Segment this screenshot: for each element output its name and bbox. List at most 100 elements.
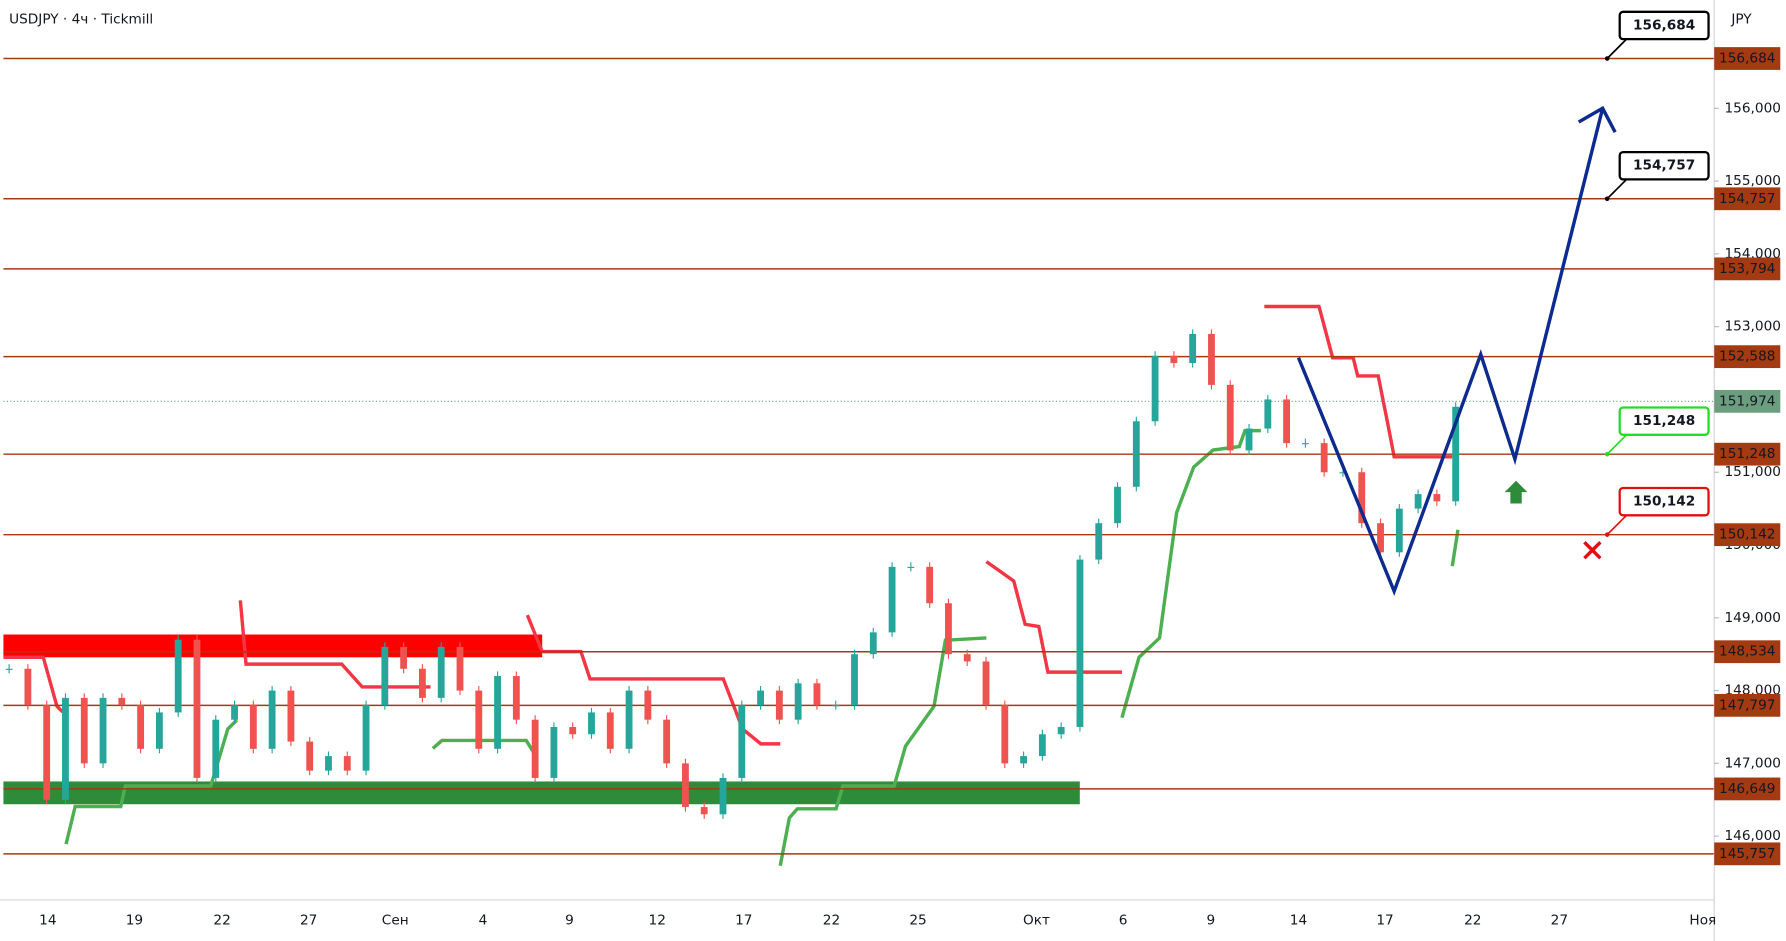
stop-mark bbox=[1583, 541, 1602, 560]
x-tick-label: Окт bbox=[1023, 912, 1050, 928]
x-tick-label: 6 bbox=[1119, 912, 1128, 928]
callout-box bbox=[1618, 10, 1710, 41]
candle-body bbox=[24, 668, 32, 706]
callout-pointer bbox=[1606, 178, 1628, 200]
callout-dot bbox=[1604, 56, 1610, 61]
candle-body bbox=[963, 654, 971, 662]
callout-dot bbox=[1604, 532, 1610, 537]
candle-body bbox=[700, 807, 708, 815]
title: USDJPY · 4ч · Tickmill bbox=[9, 11, 153, 27]
candle-body bbox=[381, 646, 389, 706]
callout-box bbox=[1618, 406, 1710, 436]
callout-label: 150,142 bbox=[1633, 494, 1695, 510]
x-tick-label: Сен bbox=[382, 912, 409, 928]
level-label: 148,534 bbox=[1719, 644, 1775, 660]
candle-body bbox=[43, 705, 51, 800]
y-tick-label: 155,000 bbox=[1724, 173, 1780, 189]
candle-body bbox=[475, 690, 483, 749]
callout-label: 156,684 bbox=[1633, 17, 1695, 33]
candle-body bbox=[62, 697, 69, 800]
level-label: 154,757 bbox=[1719, 191, 1775, 207]
candle-body bbox=[569, 726, 577, 735]
level-label-box bbox=[1714, 187, 1781, 211]
callout-pointer bbox=[1606, 434, 1628, 455]
y-tick-label: 149,000 bbox=[1724, 610, 1780, 626]
callout-pointer bbox=[1606, 514, 1628, 536]
candle-body bbox=[1132, 421, 1140, 487]
candle-body bbox=[1264, 399, 1272, 429]
x-tick-label: 17 bbox=[735, 912, 752, 928]
candle-body bbox=[869, 632, 877, 655]
y-tick-label: 153,000 bbox=[1724, 319, 1780, 335]
candle-body bbox=[926, 566, 934, 604]
candle-body bbox=[419, 668, 426, 698]
candle-body bbox=[1433, 494, 1441, 502]
level-label: 153,794 bbox=[1719, 261, 1775, 277]
candle-body bbox=[456, 646, 464, 691]
level-label-box bbox=[1714, 640, 1781, 664]
candles bbox=[5, 329, 1460, 819]
x-tick-label: 4 bbox=[479, 912, 488, 928]
y-tick-label: 151,000 bbox=[1724, 464, 1780, 480]
candle-body bbox=[738, 705, 746, 778]
candle-body bbox=[644, 690, 652, 720]
y-tick-label: 146,000 bbox=[1724, 828, 1780, 844]
level-label-box bbox=[1714, 442, 1781, 466]
candle-body bbox=[1414, 494, 1422, 509]
candle-body bbox=[1358, 472, 1366, 524]
candle-body bbox=[231, 705, 238, 720]
supertrend bbox=[3, 304, 1460, 867]
currency: JPY bbox=[1730, 11, 1752, 27]
candle-body bbox=[757, 690, 764, 706]
supertrend-up bbox=[64, 428, 1460, 867]
x-tick-label: 17 bbox=[1376, 912, 1393, 928]
x-tick-label: 22 bbox=[1464, 912, 1481, 928]
candle-body bbox=[794, 683, 802, 720]
callout-box bbox=[1618, 150, 1710, 181]
x-tick-label: 25 bbox=[909, 912, 926, 928]
callout-box bbox=[1618, 486, 1710, 517]
candle-body bbox=[1283, 399, 1291, 444]
x-tick-label: 9 bbox=[565, 912, 574, 928]
callout-dot bbox=[1604, 196, 1610, 202]
level-label: 152,588 bbox=[1719, 349, 1775, 365]
candle-body bbox=[888, 566, 896, 633]
candle-body bbox=[1170, 355, 1178, 364]
candle-body bbox=[851, 654, 858, 706]
x-tick-label: 22 bbox=[213, 912, 230, 928]
candle-body bbox=[719, 777, 727, 815]
candle-body bbox=[588, 712, 595, 735]
callout-pointer bbox=[1606, 38, 1628, 60]
callout-dot bbox=[1604, 451, 1610, 457]
candle-body bbox=[625, 690, 633, 749]
x-tick-label: 14 bbox=[39, 912, 56, 928]
candle-body bbox=[1020, 756, 1028, 764]
axis: 146,000147,000148,000149,000150,000151,0… bbox=[39, 47, 1781, 928]
candle-body bbox=[249, 705, 257, 749]
candle-body bbox=[832, 705, 840, 707]
candle-body bbox=[813, 683, 821, 706]
current-price-box bbox=[1714, 389, 1781, 413]
level-label-box bbox=[1714, 523, 1781, 547]
candle-body bbox=[682, 763, 689, 808]
level-label: 150,142 bbox=[1719, 527, 1775, 543]
candle-body bbox=[155, 712, 163, 749]
candle-body bbox=[1151, 355, 1159, 422]
candle-body bbox=[982, 661, 990, 706]
candle-body bbox=[193, 639, 201, 778]
candle-body bbox=[663, 719, 671, 764]
candle-body bbox=[1189, 333, 1197, 364]
candle-body bbox=[1076, 559, 1084, 727]
candle-body bbox=[1320, 443, 1328, 473]
candle-body bbox=[512, 676, 520, 720]
x-tick-label: 27 bbox=[300, 912, 317, 928]
candle-body bbox=[1339, 472, 1347, 474]
level-label-box bbox=[1714, 842, 1781, 866]
supertrend-down bbox=[3, 304, 1453, 746]
candle-body bbox=[137, 705, 145, 749]
x-tick-label: 12 bbox=[649, 912, 666, 928]
candle-body bbox=[606, 712, 614, 749]
y-tick-label: 156,000 bbox=[1724, 100, 1780, 116]
x-tick-label: 22 bbox=[823, 912, 840, 928]
